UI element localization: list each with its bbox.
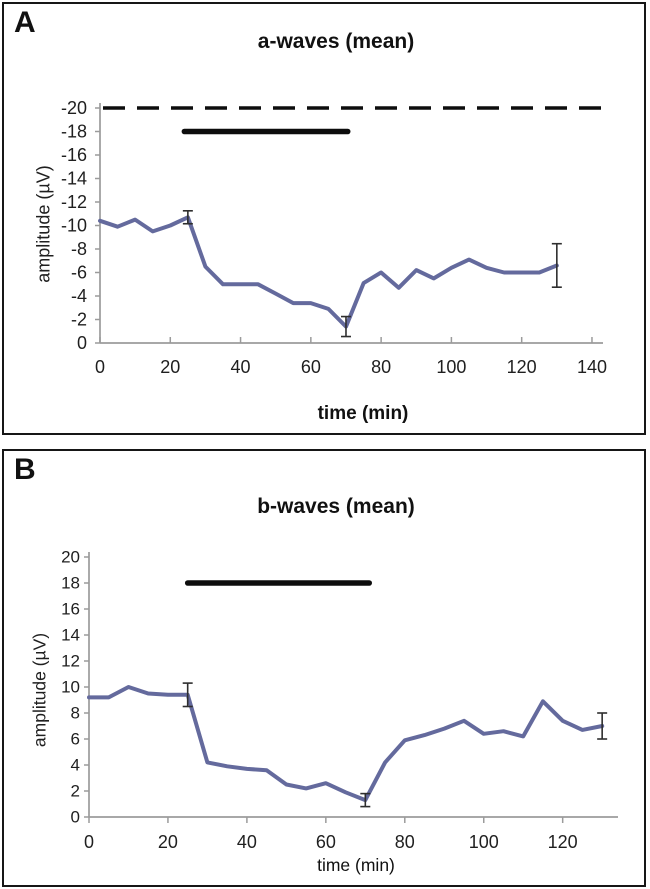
x-tick-label: 20	[158, 832, 178, 852]
y-tick-label: 10	[61, 678, 80, 697]
y-tick-label: -18	[61, 122, 87, 142]
x-tick-label: 100	[436, 357, 466, 377]
y-tick-label: -16	[61, 145, 87, 165]
error-bars	[182, 210, 562, 338]
panel-a: A a-waves (mean) amplitude (µV) time (mi…	[2, 2, 646, 435]
x-tick-label: 60	[301, 357, 321, 377]
x-tick-label: 100	[469, 832, 499, 852]
x-tick-label: 40	[231, 357, 251, 377]
panel-b-label: B	[14, 453, 36, 486]
x-tick-label: 140	[577, 357, 607, 377]
y-tick-label: 4	[71, 756, 80, 775]
y-tick-label: 16	[61, 600, 80, 619]
x-tick-label: 60	[316, 832, 336, 852]
x-tick-label: 80	[371, 357, 391, 377]
panel-a-label: A	[14, 6, 36, 39]
y-tick-label: 18	[61, 574, 80, 593]
x-tick-label: 0	[84, 832, 94, 852]
y-tick-label: -8	[71, 239, 87, 259]
y-tick-label: 0	[71, 808, 80, 827]
y-tick-label: 0	[77, 333, 87, 353]
chart-a-title: a-waves (mean)	[257, 30, 415, 53]
chart-a-x-axis-label: time (min)	[317, 403, 409, 424]
x-tick-label: 120	[548, 832, 578, 852]
x-tick-label: 0	[95, 357, 105, 377]
x-axis-ticks: 0 20 40 60 80 100 120	[84, 817, 578, 852]
y-tick-label: -20	[61, 98, 87, 118]
y-tick-label: 8	[71, 704, 80, 723]
x-tick-label: 80	[395, 832, 415, 852]
error-bars	[182, 682, 608, 808]
series-line	[98, 215, 559, 329]
x-tick-label: 20	[160, 357, 180, 377]
y-tick-label: 20	[61, 548, 80, 567]
panel-b: B b-waves (mean) amplitude (µV) time (mi…	[2, 449, 646, 887]
x-tick-label: 40	[237, 832, 257, 852]
y-tick-label: 2	[71, 782, 80, 801]
y-tick-label: 6	[71, 730, 80, 749]
y-tick-label: -10	[61, 216, 87, 236]
chart-a-plot-area: -20-18-16-14-12-10-8-6-4-200 20 40 60 80 100 1…	[61, 98, 607, 377]
y-tick-label: -14	[61, 169, 87, 189]
y-tick-label: -2	[71, 310, 87, 330]
chart-b-x-axis-label: time (min)	[317, 855, 395, 875]
y-tick-label: -12	[61, 192, 87, 212]
x-axis-ticks: 0 20 40 60 80 100 120 140	[95, 337, 607, 377]
chart-b-title: b-waves (mean)	[257, 495, 415, 518]
y-axis-ticks: -20-18-16-14-12-10-8-6-4-20	[61, 98, 100, 353]
y-tick-label: -6	[71, 263, 87, 283]
series-line	[87, 685, 605, 803]
y-tick-label: -4	[71, 286, 87, 306]
axes	[88, 552, 618, 818]
axes	[99, 103, 603, 344]
y-tick-label: 14	[61, 626, 80, 645]
y-tick-label: 12	[61, 652, 80, 671]
x-tick-label: 120	[507, 357, 537, 377]
